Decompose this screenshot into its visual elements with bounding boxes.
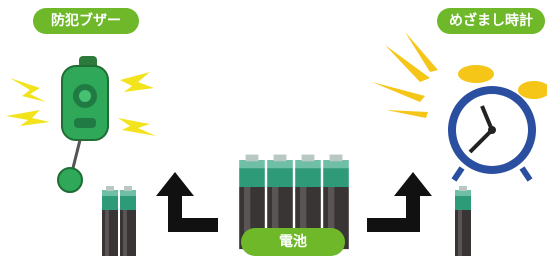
arrow-right — [367, 172, 432, 232]
batteries-left — [102, 186, 136, 256]
illustration: 防犯ブザー めざまし時計 — [0, 0, 547, 259]
clock-label: めざまし時計 — [437, 8, 545, 34]
battery-label: 電池 — [241, 228, 345, 256]
buzzer-label-text: 防犯ブザー — [51, 12, 121, 29]
arrow-left — [156, 172, 218, 232]
clock-icon — [372, 32, 547, 180]
buzzer-label: 防犯ブザー — [33, 8, 139, 34]
battery-right — [455, 186, 471, 256]
clock-label-text: めざまし時計 — [449, 12, 533, 29]
buzzer-icon — [6, 56, 156, 192]
battery-label-text: 電池 — [279, 233, 307, 250]
